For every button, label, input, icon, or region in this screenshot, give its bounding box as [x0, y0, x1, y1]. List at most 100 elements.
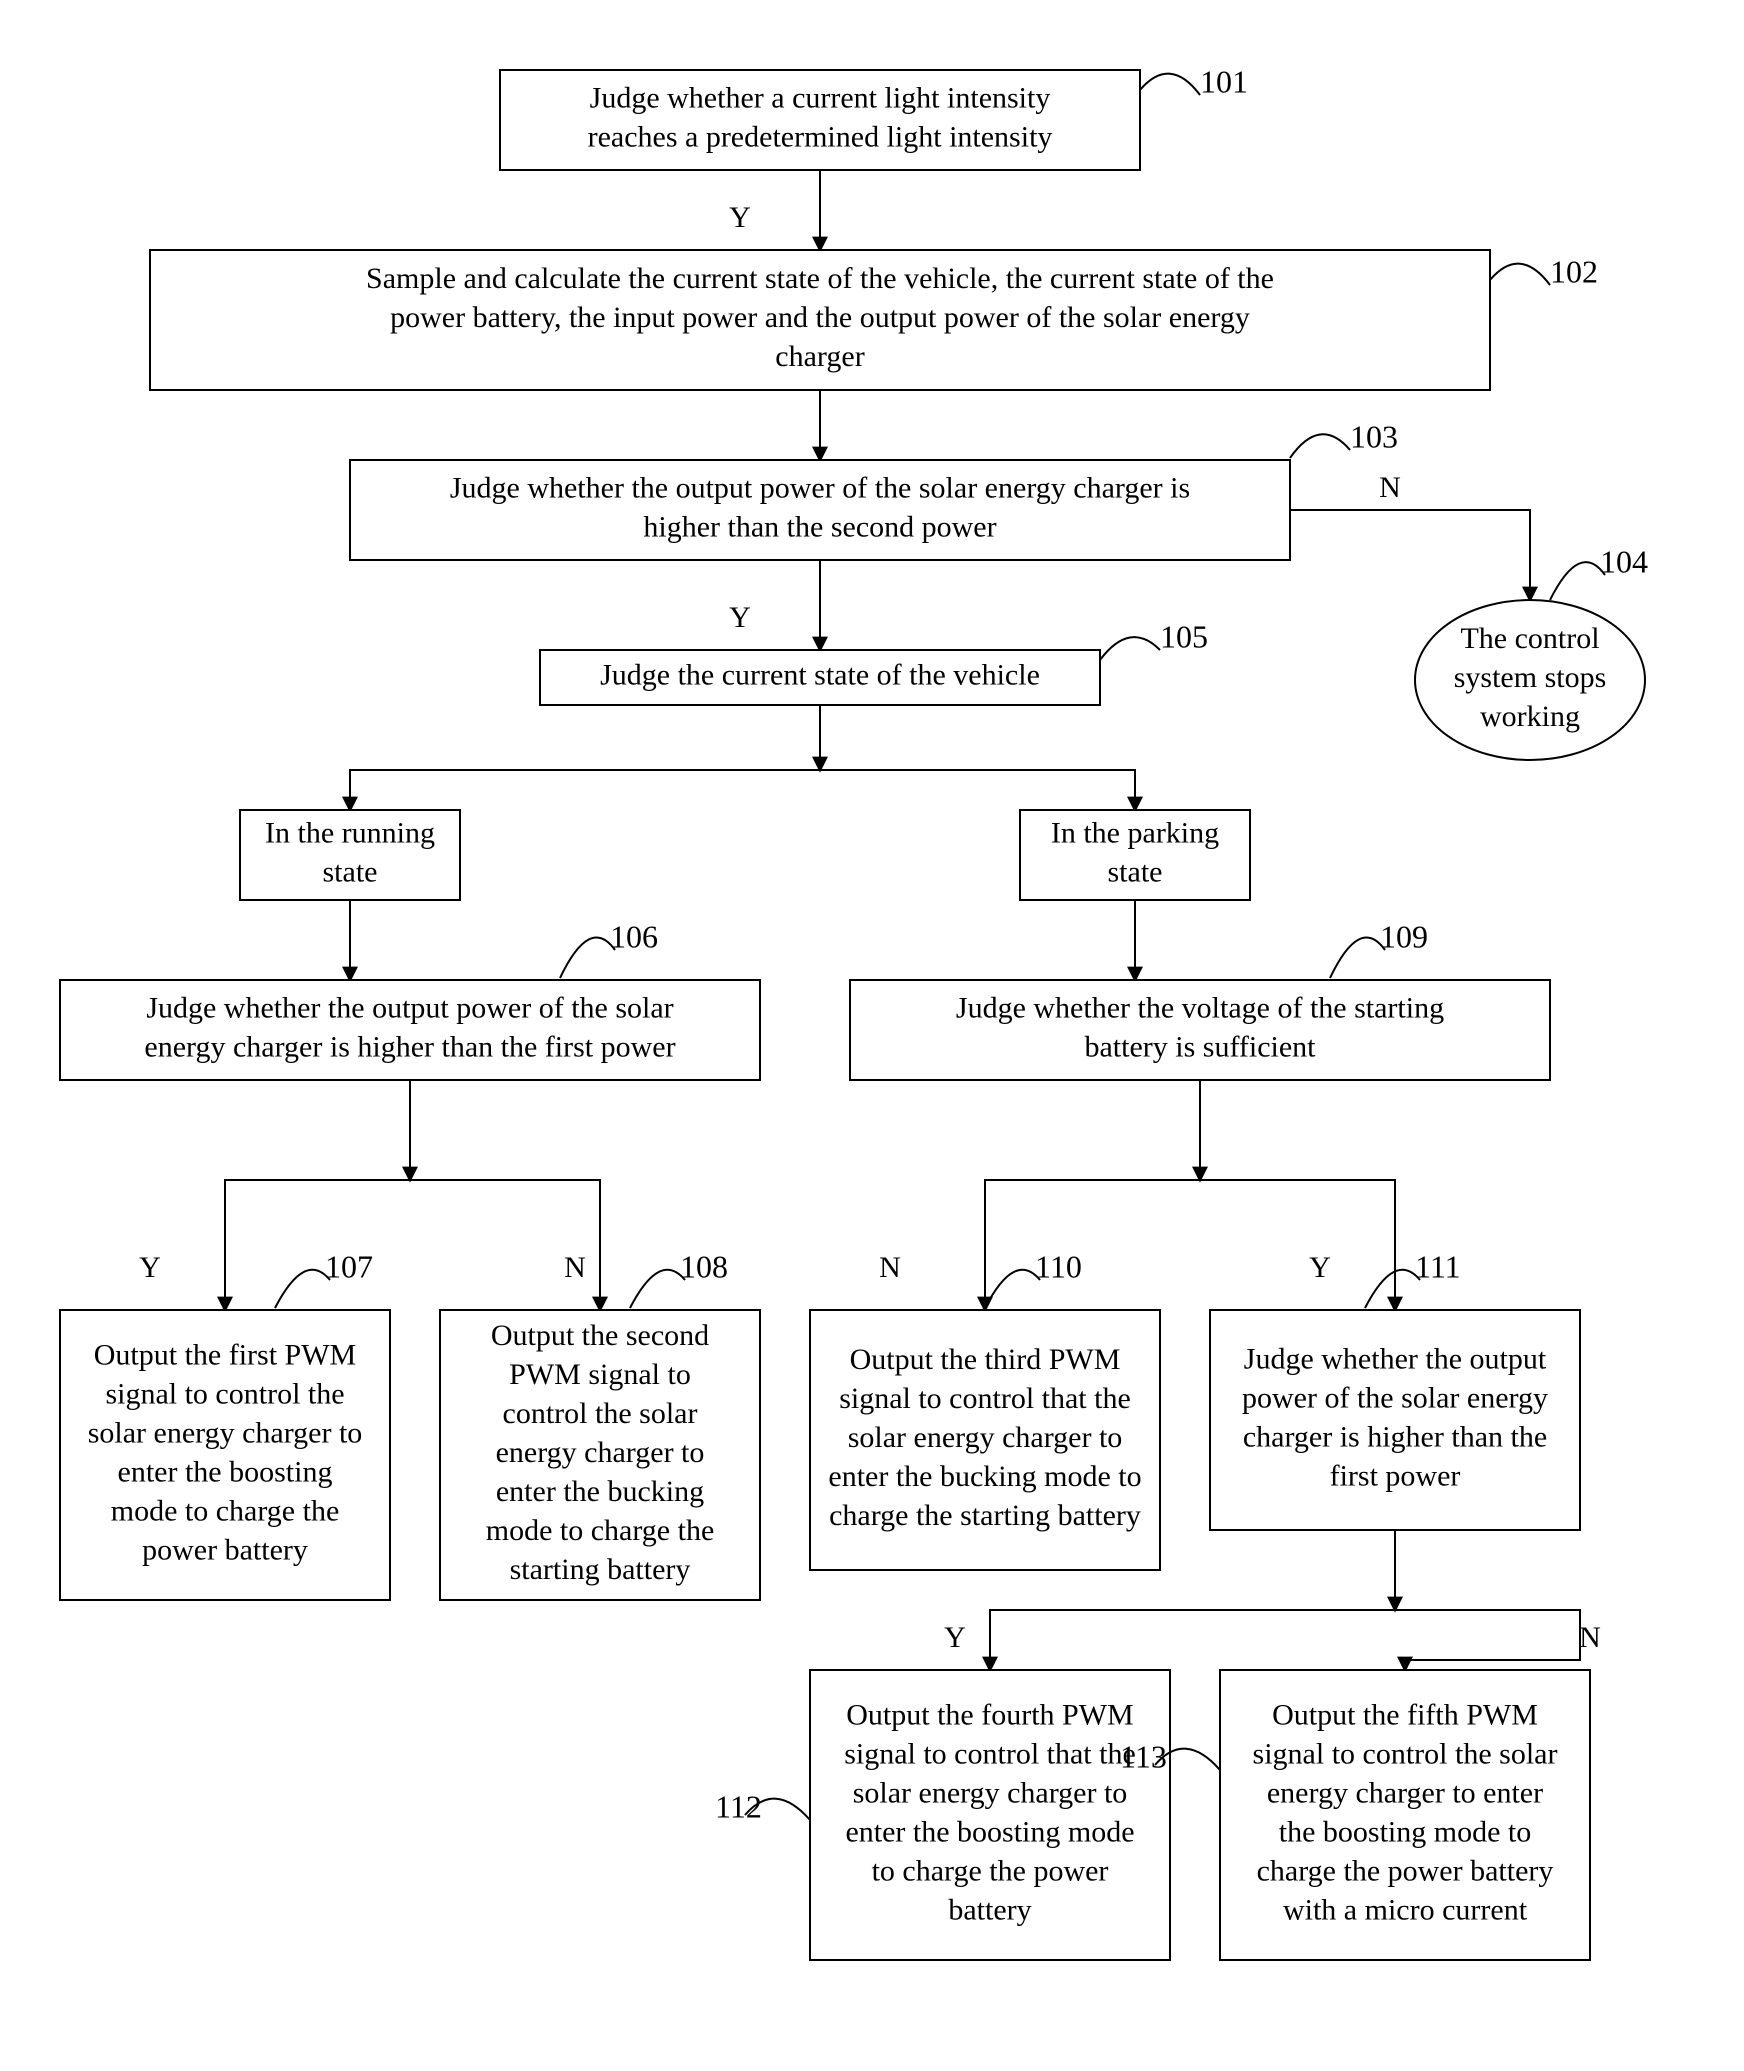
- branch-label: Y: [944, 1621, 966, 1654]
- node-text: the boosting mode to: [1279, 1815, 1531, 1848]
- branch-label: Y: [729, 201, 751, 234]
- node-n109: Judge whether the voltage of the startin…: [850, 980, 1550, 1080]
- node-text: solar energy charger to: [848, 1421, 1123, 1454]
- node-text: battery: [948, 1893, 1031, 1926]
- node-text: enter the boosting mode: [845, 1815, 1134, 1848]
- node-nParking: In the parking state: [1020, 810, 1250, 900]
- edge: [985, 1180, 1200, 1310]
- node-text: signal to control the: [105, 1377, 344, 1410]
- ref-leader: [1365, 1270, 1420, 1308]
- node-n113: Output the fifth PWM signal to control th…: [1220, 1670, 1590, 1960]
- edge: [1395, 1610, 1580, 1670]
- node-text: Judge whether the output power of the so…: [146, 991, 673, 1024]
- ref-number: 103: [1350, 418, 1398, 454]
- node-text: signal to control that the: [839, 1382, 1131, 1415]
- ref-leader: [630, 1270, 685, 1308]
- ref-number: 106: [610, 918, 658, 954]
- node-text: charger is higher than the: [1243, 1420, 1547, 1453]
- node-n102: Sample and calculate the current state o…: [150, 250, 1490, 390]
- node-text: charge the starting battery: [829, 1499, 1141, 1532]
- ref-number: 112: [715, 1788, 762, 1824]
- node-text: solar energy charger to: [853, 1776, 1128, 1809]
- ref-leader: [985, 1270, 1040, 1308]
- ref-number: 108: [680, 1248, 728, 1284]
- node-text: PWM signal to: [509, 1358, 691, 1391]
- node-text: signal to control the solar: [1253, 1737, 1558, 1770]
- node-text: The control: [1460, 622, 1599, 655]
- ref-leader: [1290, 434, 1350, 458]
- node-n105: Judge the current state of the vehicle: [540, 650, 1100, 705]
- node-text: Judge the current state of the vehicle: [600, 658, 1040, 691]
- node-n104: The controlsystem stopsworking: [1415, 600, 1645, 760]
- node-text: power battery: [142, 1533, 308, 1566]
- node-text: power battery, the input power and the o…: [390, 301, 1250, 334]
- node-n108: Output the second PWM signal to control th…: [440, 1310, 760, 1600]
- ref-leader: [1490, 264, 1550, 285]
- node-n111: Judge whether the output power of the sol…: [1210, 1310, 1580, 1530]
- edge: [990, 1610, 1395, 1670]
- node-text: control the solar: [503, 1397, 698, 1430]
- ref-leader: [1330, 938, 1385, 979]
- branch-label: Y: [1309, 1251, 1331, 1284]
- node-text: In the parking: [1051, 816, 1219, 849]
- ref-number: 105: [1160, 618, 1208, 654]
- node-n106: Judge whether the output power of the so…: [60, 980, 760, 1080]
- node-text: Sample and calculate the current state o…: [366, 262, 1274, 295]
- node-text: energy charger is higher than the first …: [144, 1030, 675, 1063]
- node-text: enter the boosting: [118, 1455, 333, 1488]
- node-text: In the running: [265, 816, 435, 849]
- ref-leader: [1100, 637, 1160, 660]
- node-text: battery is sufficient: [1084, 1030, 1316, 1063]
- node-n112: Output the fourth PWMsignal to control t…: [810, 1670, 1170, 1960]
- branch-label: N: [564, 1251, 586, 1284]
- node-text: charge the power battery: [1257, 1854, 1554, 1887]
- node-n101: Judge whether a current light intensity r…: [500, 70, 1140, 170]
- node-text: Output the fourth PWM: [846, 1698, 1133, 1731]
- node-text: Output the second: [491, 1319, 709, 1352]
- node-text: energy charger to: [496, 1436, 705, 1469]
- branch-label: Y: [139, 1251, 161, 1284]
- node-text: charger: [775, 340, 864, 373]
- flowchart-container: Judge whether a current light intensity r…: [20, 20, 1724, 2051]
- node-text: Judge whether the output: [1244, 1342, 1547, 1375]
- ref-number: 101: [1200, 63, 1248, 99]
- node-n110: Output the third PWM signal to control th…: [810, 1310, 1160, 1570]
- node-text: Output the first PWM: [94, 1338, 357, 1371]
- node-text: Judge whether a current light intensity: [590, 81, 1051, 114]
- branch-label: N: [879, 1251, 901, 1284]
- ref-number: 104: [1600, 543, 1648, 579]
- node-text: Judge whether the voltage of the startin…: [956, 991, 1444, 1024]
- node-n103: Judge whether the output power of the so…: [350, 460, 1290, 560]
- ref-number: 113: [1120, 1738, 1167, 1774]
- edge: [1200, 1180, 1395, 1310]
- node-text: higher than the second power: [643, 510, 996, 543]
- branch-label: Y: [729, 601, 751, 634]
- ref-leader: [1140, 74, 1200, 95]
- ref-number: 107: [325, 1248, 373, 1284]
- node-text: state: [1108, 855, 1163, 888]
- node-text: mode to charge the: [111, 1494, 340, 1527]
- node-text: enter the bucking: [496, 1475, 704, 1508]
- node-text: with a micro current: [1283, 1893, 1528, 1926]
- edge: [1290, 510, 1530, 600]
- node-text: reaches a predetermined light intensity: [588, 120, 1053, 153]
- ref-number: 110: [1035, 1248, 1082, 1284]
- ref-leader: [1550, 562, 1605, 600]
- node-text: starting battery: [510, 1553, 691, 1586]
- edge: [410, 1180, 600, 1310]
- node-text: solar energy charger to: [88, 1416, 363, 1449]
- node-text: Output the fifth PWM: [1272, 1698, 1538, 1731]
- edge: [350, 770, 820, 810]
- node-text: to charge the power: [872, 1854, 1109, 1887]
- node-text: enter the bucking mode to: [828, 1460, 1141, 1493]
- node-n107: Output the first PWM signal to control th…: [60, 1310, 390, 1600]
- node-text: mode to charge the: [486, 1514, 715, 1547]
- ref-number: 111: [1415, 1248, 1461, 1284]
- flowchart-svg: Judge whether a current light intensity r…: [20, 20, 1744, 2051]
- node-text: power of the solar energy: [1242, 1381, 1548, 1414]
- node-nRunning: In the running state: [240, 810, 460, 900]
- ref-number: 109: [1380, 918, 1428, 954]
- node-text: state: [323, 855, 378, 888]
- node-text: Output the third PWM: [850, 1343, 1121, 1376]
- edge: [820, 770, 1135, 810]
